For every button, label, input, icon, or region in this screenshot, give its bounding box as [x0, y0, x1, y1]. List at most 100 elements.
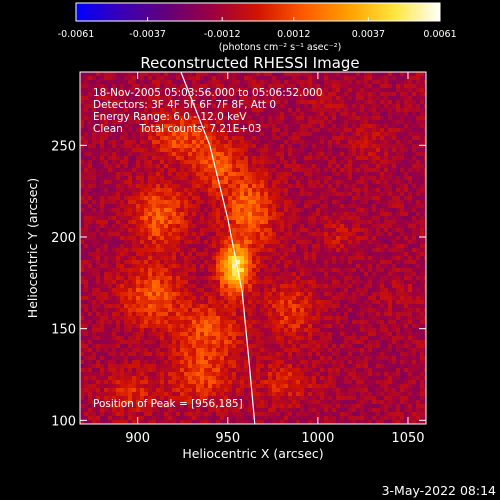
heatmap-cell [292, 128, 297, 133]
heatmap-cell [344, 224, 349, 229]
heatmap-cell [160, 112, 165, 117]
heatmap-cell [268, 284, 273, 289]
heatmap-cell [400, 280, 405, 285]
heatmap-cell [140, 260, 145, 265]
heatmap-cell [196, 92, 201, 97]
heatmap-cell [120, 160, 125, 165]
heatmap-cell [332, 288, 337, 293]
heatmap-cell [188, 256, 193, 261]
heatmap-cell [348, 236, 353, 241]
heatmap-cell [272, 252, 277, 257]
heatmap-cell [248, 216, 253, 221]
heatmap-cell [344, 220, 349, 225]
heatmap-cell [168, 276, 173, 281]
heatmap-cell [280, 152, 285, 157]
heatmap-cell [196, 80, 201, 85]
heatmap-cell [384, 164, 389, 169]
heatmap-cell [180, 148, 185, 153]
heatmap-cell [240, 148, 245, 153]
heatmap-cell [220, 148, 225, 153]
heatmap-cell [92, 200, 97, 205]
heatmap-cell [208, 256, 213, 261]
heatmap-cell [396, 216, 401, 221]
heatmap-cell [196, 224, 201, 229]
heatmap-cell [240, 100, 245, 105]
heatmap-cell [384, 128, 389, 133]
heatmap-cell [144, 292, 149, 297]
heatmap-cell [396, 176, 401, 181]
heatmap-cell [232, 168, 237, 173]
heatmap-cell [388, 240, 393, 245]
heatmap-cell [408, 100, 413, 105]
heatmap-cell [332, 292, 337, 297]
heatmap-cell [276, 96, 281, 101]
heatmap-cell [96, 96, 101, 101]
heatmap-cell [148, 212, 153, 217]
heatmap-cell [288, 132, 293, 137]
heatmap-cell [220, 216, 225, 221]
heatmap-cell [188, 120, 193, 125]
heatmap-cell [376, 104, 381, 109]
heatmap-cell [264, 288, 269, 293]
heatmap-cell [352, 240, 357, 245]
heatmap-cell [384, 296, 389, 301]
heatmap-cell [112, 252, 117, 257]
heatmap-cell [216, 100, 221, 105]
heatmap-cell [120, 100, 125, 105]
heatmap-cell [164, 212, 169, 217]
heatmap-cell [328, 184, 333, 189]
heatmap-cell [140, 296, 145, 301]
heatmap-cell [168, 108, 173, 113]
heatmap-cell [412, 84, 417, 89]
heatmap-cell [388, 192, 393, 197]
heatmap-cell [168, 144, 173, 149]
heatmap-cell [132, 212, 137, 217]
heatmap-cell [424, 220, 426, 225]
heatmap-cell [340, 136, 345, 141]
heatmap-cell [420, 272, 425, 277]
heatmap-cell [156, 184, 161, 189]
heatmap-cell [396, 112, 401, 117]
heatmap-cell [300, 92, 305, 97]
heatmap-cell [252, 88, 257, 93]
heatmap-cell [400, 144, 405, 149]
heatmap-cell [292, 256, 297, 261]
heatmap-cell [156, 276, 161, 281]
heatmap-cell [216, 108, 221, 113]
heatmap-cell [308, 192, 313, 197]
heatmap-cell [352, 232, 357, 237]
heatmap-cell [372, 244, 377, 249]
heatmap-cell [224, 292, 229, 297]
heatmap-cell [328, 296, 333, 301]
heatmap-cell [144, 200, 149, 205]
heatmap-cell [120, 288, 125, 293]
heatmap-cell [412, 104, 417, 109]
heatmap-cell [164, 276, 169, 281]
heatmap-cell [316, 200, 321, 205]
heatmap-cell [352, 120, 357, 125]
heatmap-cell [220, 72, 225, 77]
heatmap-cell [188, 280, 193, 285]
heatmap-cell [288, 144, 293, 149]
heatmap-cell [232, 96, 237, 101]
heatmap-cell [224, 272, 229, 277]
heatmap-cell [348, 260, 353, 265]
heatmap-cell [188, 88, 193, 93]
heatmap-cell [172, 164, 177, 169]
heatmap-cell [236, 80, 241, 85]
heatmap-cell [176, 224, 181, 229]
heatmap-cell [340, 176, 345, 181]
heatmap-cell [256, 244, 261, 249]
heatmap-cell [320, 292, 325, 297]
heatmap-cell [184, 272, 189, 277]
heatmap-cell [188, 260, 193, 265]
heatmap-cell [384, 232, 389, 237]
heatmap-cell [280, 248, 285, 253]
heatmap-cell [172, 120, 177, 125]
heatmap-cell [212, 156, 217, 161]
heatmap-cell [216, 192, 221, 197]
heatmap-cell [116, 300, 121, 305]
heatmap-cell [256, 184, 261, 189]
heatmap-cell [244, 76, 249, 81]
heatmap-cell [88, 280, 93, 285]
